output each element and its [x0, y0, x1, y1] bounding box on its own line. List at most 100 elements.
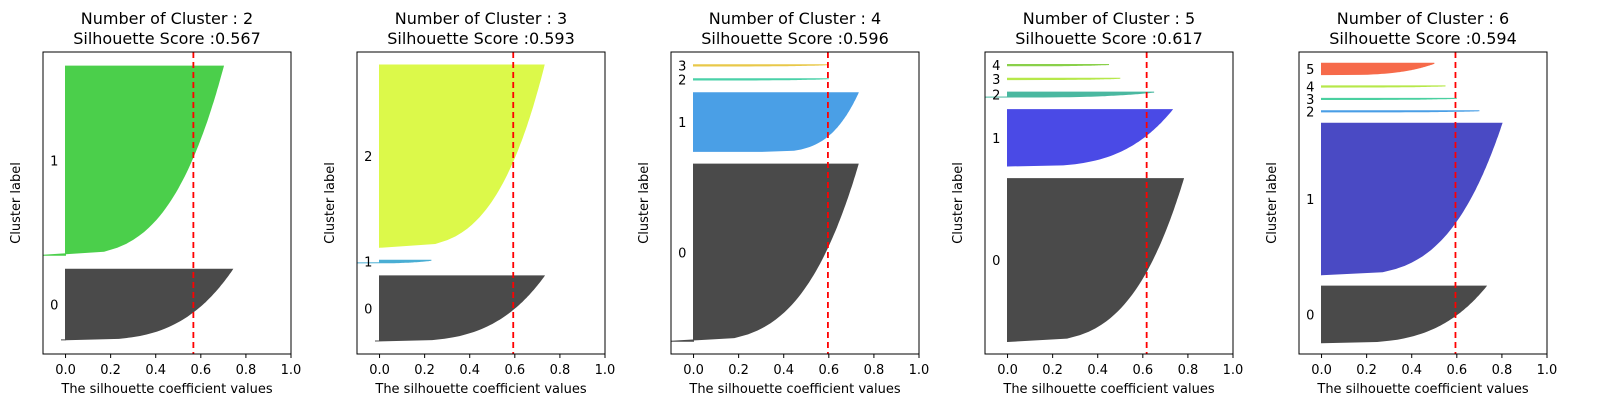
x-tick-label: 0.8	[236, 363, 257, 378]
x-axis-label: The silhouette coefficient values	[1002, 382, 1214, 397]
x-axis-label: The silhouette coefficient values	[60, 382, 272, 397]
x-tick-label: 1.0	[1537, 363, 1558, 378]
x-tick-label: 1.0	[281, 363, 302, 378]
cluster-0-silhouette	[1321, 285, 1488, 344]
chart-subtitle: Silhouette Score :0.596	[701, 29, 889, 48]
cluster-label: 2	[1306, 105, 1314, 120]
cluster-1-silhouette	[1007, 109, 1174, 167]
x-tick-label: 0.8	[1178, 363, 1199, 378]
chart-title: Number of Cluster : 3	[395, 9, 567, 28]
x-tick-label: 0.2	[728, 363, 749, 378]
x-tick-label: 1.0	[595, 363, 616, 378]
axes-frame	[1298, 51, 1548, 355]
cluster-label: 0	[992, 254, 1000, 269]
chart-title: Number of Cluster : 6	[1337, 9, 1509, 28]
x-tick-label: 0.4	[145, 363, 166, 378]
cluster-label: 1	[50, 155, 58, 170]
chart-title: Number of Cluster : 5	[1023, 9, 1195, 28]
x-tick-label: 0.4	[459, 363, 480, 378]
cluster-label: 3	[1306, 93, 1314, 108]
cluster-label: 0	[364, 302, 372, 317]
silhouette-panel: 0 1 0.0 0.2 0.4 0.6 0.8 1.0 Number of Cluster : …	[9, 9, 301, 397]
silhouette-panel: 0 1 2 0.0 0.2 0.4 0.6 0.8 1.0 Number of Cluster :…	[323, 9, 615, 397]
cluster-2-silhouette	[985, 91, 1155, 98]
axes-frame	[670, 51, 920, 355]
x-tick-label: 0.2	[1042, 363, 1063, 378]
cluster-0-silhouette	[60, 268, 234, 341]
x-tick-label: 0.0	[369, 363, 390, 378]
cluster-label: 1	[992, 132, 1000, 147]
chart-subtitle: Silhouette Score :0.567	[73, 29, 261, 48]
cluster-5-silhouette	[1321, 62, 1435, 76]
x-tick-label: 0.6	[1446, 363, 1467, 378]
cluster-0-silhouette	[374, 275, 546, 342]
x-tick-label: 0.6	[190, 363, 211, 378]
x-tick-label: 0.8	[550, 363, 571, 378]
y-axis-label: Cluster label	[637, 162, 652, 244]
cluster-2-silhouette	[379, 64, 545, 248]
chart-subtitle: Silhouette Score :0.594	[1329, 29, 1517, 48]
cluster-1-silhouette	[1321, 122, 1503, 276]
chart-subtitle: Silhouette Score :0.617	[1015, 29, 1203, 48]
chart-title: Number of Cluster : 4	[709, 9, 881, 28]
cluster-label: 3	[678, 59, 686, 74]
axes-frame	[42, 51, 292, 355]
cluster-label: 0	[678, 247, 686, 262]
x-tick-label: 1.0	[1223, 363, 1244, 378]
x-axis-label: The silhouette coefficient values	[688, 382, 900, 397]
axes-frame	[356, 51, 606, 355]
cluster-label: 4	[992, 59, 1000, 74]
cluster-label: 2	[364, 150, 372, 165]
x-tick-label: 0.8	[1492, 363, 1513, 378]
cluster-4-silhouette	[1007, 64, 1110, 67]
x-tick-label: 0.6	[1132, 363, 1153, 378]
x-tick-label: 0.2	[1356, 363, 1377, 378]
x-tick-label: 1.0	[909, 363, 930, 378]
cluster-label: 1	[364, 256, 372, 271]
cluster-label: 3	[992, 73, 1000, 88]
x-tick-label: 0.6	[504, 363, 525, 378]
x-tick-label: 0.0	[1311, 363, 1332, 378]
x-tick-label: 0.6	[818, 363, 839, 378]
x-tick-label: 0.4	[773, 363, 794, 378]
cluster-label: 1	[678, 116, 686, 131]
axes-frame	[984, 51, 1234, 355]
cluster-label: 1	[1306, 193, 1314, 208]
cluster-label: 2	[992, 89, 1000, 104]
cluster-0-silhouette	[1007, 178, 1185, 343]
y-axis-label: Cluster label	[951, 162, 966, 244]
cluster-label: 0	[1306, 308, 1314, 323]
y-axis-label: Cluster label	[9, 162, 24, 244]
x-tick-label: 0.0	[55, 363, 76, 378]
y-axis-label: Cluster label	[323, 162, 338, 244]
x-tick-label: 0.4	[1087, 363, 1108, 378]
cluster-label: 0	[50, 299, 58, 314]
cluster-label: 5	[1306, 63, 1314, 78]
y-axis-label: Cluster label	[1265, 162, 1280, 244]
cluster-label: 2	[678, 73, 686, 88]
chart-subtitle: Silhouette Score :0.593	[387, 29, 575, 48]
x-tick-label: 0.8	[864, 363, 885, 378]
cluster-4-silhouette	[1321, 85, 1446, 88]
cluster-1-silhouette	[357, 259, 432, 264]
cluster-0-silhouette	[671, 163, 859, 342]
cluster-label: 4	[1306, 80, 1314, 95]
cluster-3-silhouette	[693, 64, 829, 67]
x-tick-label: 0.0	[997, 363, 1018, 378]
x-tick-label: 0.4	[1401, 363, 1422, 378]
x-tick-label: 0.2	[414, 363, 435, 378]
silhouette-panel: 0 1 234 5 0.0 0.2 0.4 0.6 0.8 1.0 Number of Cluste…	[1265, 9, 1557, 397]
silhouette-panel: 0 1 23 0.0 0.2 0.4 0.6 0.8 1.0 Number of Cluster …	[637, 9, 929, 397]
cluster-3-silhouette	[1321, 97, 1457, 100]
x-tick-label: 0.0	[683, 363, 704, 378]
x-axis-label: The silhouette coefficient values	[374, 382, 586, 397]
x-axis-label: The silhouette coefficient values	[1316, 382, 1528, 397]
cluster-3-silhouette	[1007, 77, 1121, 81]
cluster-2-silhouette	[693, 78, 829, 81]
silhouette-panel: 0 1 234 0.0 0.2 0.4 0.6 0.8 1.0 Number of Cluster…	[951, 9, 1243, 397]
cluster-2-silhouette	[1321, 110, 1480, 113]
cluster-1-silhouette	[693, 92, 859, 152]
cluster-1-silhouette	[43, 65, 225, 256]
chart-title: Number of Cluster : 2	[81, 9, 253, 28]
